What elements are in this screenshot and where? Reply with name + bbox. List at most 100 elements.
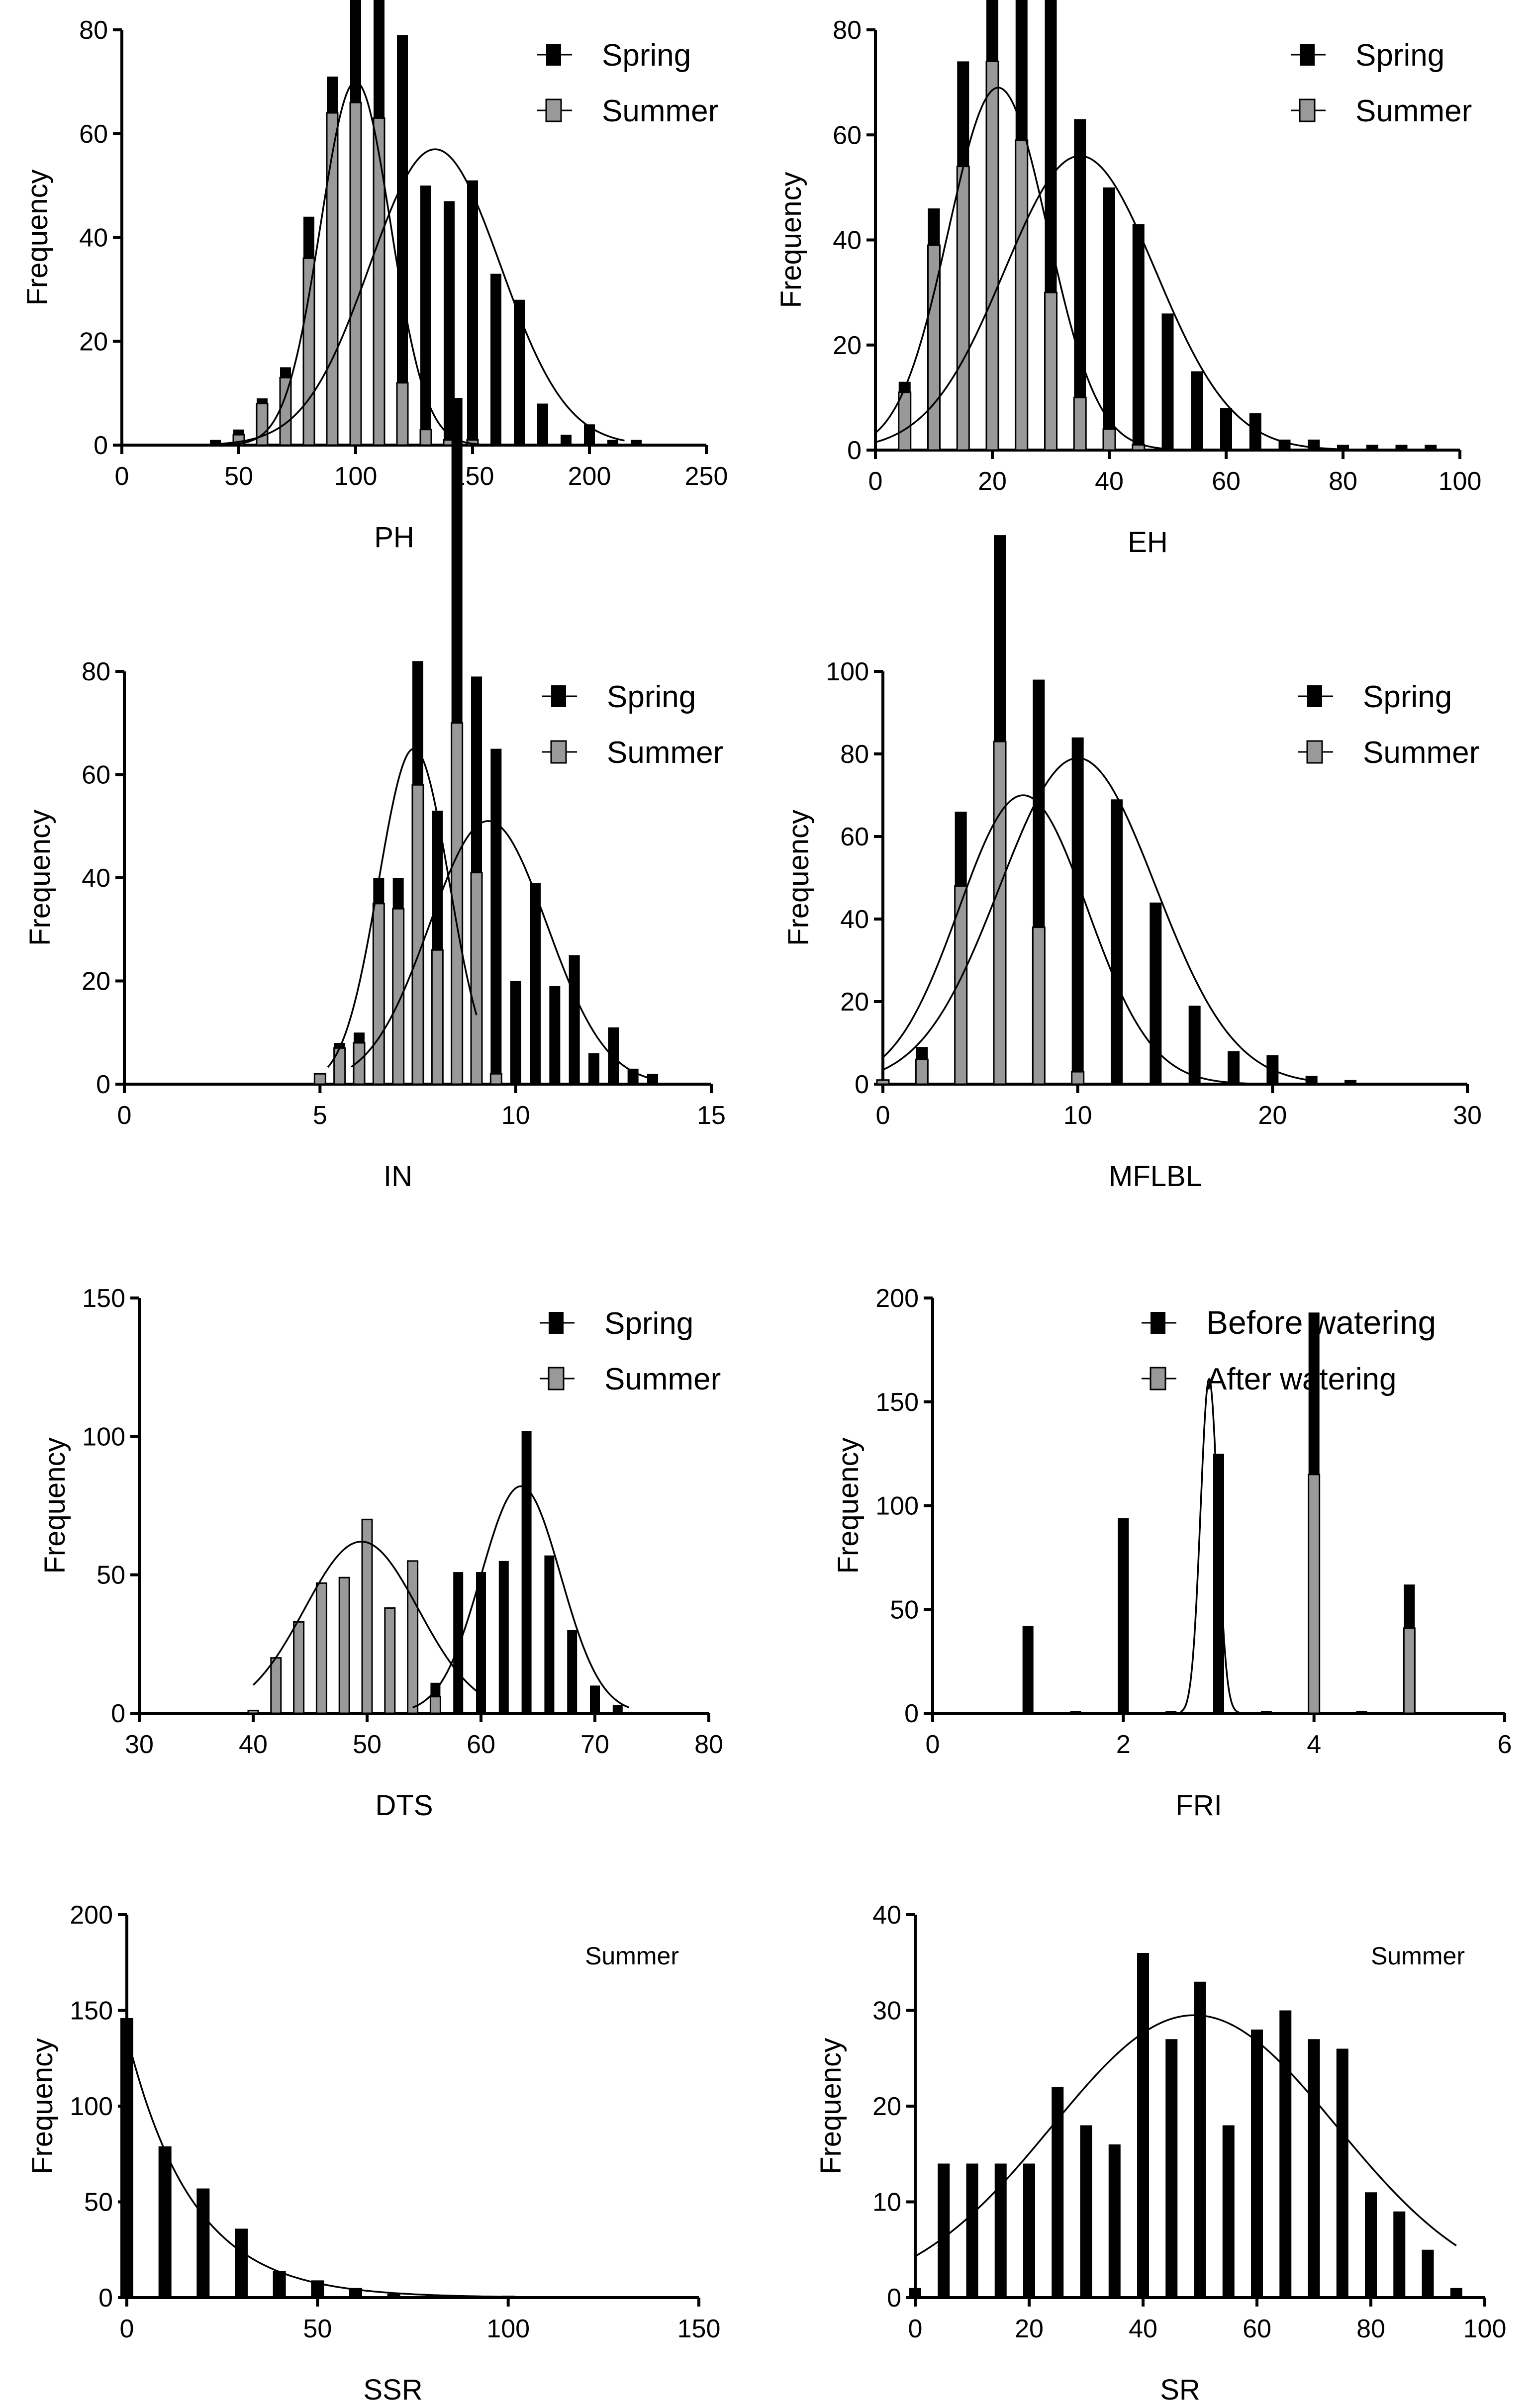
- panel-eh: 0 20 40 60 80 0 20 40 60 80 100 EH Frequency Spring Su…: [775, 0, 1481, 558]
- y-axis-label: Frequency: [832, 1437, 865, 1574]
- bar-spring: [327, 76, 338, 113]
- bar-spring: [549, 986, 561, 1084]
- bar-summer: [338, 1576, 350, 1714]
- bar-summer: [120, 2018, 133, 2298]
- bar-spring: [521, 1431, 532, 1713]
- legend-swatch: [1151, 1312, 1165, 1334]
- legend-label: Summer: [602, 94, 718, 128]
- bar-spring: [498, 1561, 509, 1713]
- bar-spring: [510, 981, 521, 1084]
- bar-summer: [1165, 2039, 1178, 2298]
- bar-spring: [1015, 0, 1028, 140]
- legend-swatch: [551, 685, 566, 707]
- bar-summer: [1308, 2039, 1320, 2298]
- y-tick-label: 40: [79, 224, 108, 253]
- x-tick-label: 80: [694, 1730, 723, 1759]
- bar-after-watering: [1403, 1627, 1416, 1714]
- panel-fri: 0 50 100 150 200 0 2 4 6 FRI Frequency Before water…: [832, 1284, 1512, 1822]
- bar-spring: [350, 0, 361, 103]
- x-axis-label: FRI: [1175, 1789, 1222, 1822]
- bar-summer: [1222, 2125, 1235, 2298]
- bar-spring: [1045, 0, 1057, 293]
- y-tick-label: 20: [872, 2092, 901, 2121]
- bar-summer: [429, 1696, 441, 1714]
- legend-label: Summer: [1371, 1942, 1465, 1970]
- x-tick-label: 0: [876, 1101, 890, 1130]
- legend-swatch: [1299, 98, 1316, 122]
- x-tick-label: 60: [1243, 2315, 1271, 2343]
- bar-spring: [374, 0, 384, 118]
- bar-spring: [1071, 737, 1084, 1072]
- y-tick-label: 50: [96, 1561, 125, 1590]
- y-axis-label: Frequency: [24, 810, 56, 946]
- bar-summer: [361, 1518, 373, 1714]
- bar-summer: [1052, 2087, 1064, 2298]
- bar-summer: [411, 784, 424, 1085]
- x-tick-label: 60: [467, 1730, 495, 1759]
- fit-curve-summer: [252, 1541, 481, 1695]
- bar-summer: [396, 382, 409, 446]
- bar-spring: [1366, 445, 1378, 450]
- y-tick-label: 20: [840, 988, 869, 1017]
- bar-spring: [569, 955, 580, 1084]
- x-tick-label: 100: [486, 2315, 530, 2343]
- bar-spring: [588, 1053, 599, 1084]
- bar-before-watering: [1070, 1711, 1081, 1713]
- bar-summer: [158, 2146, 172, 2298]
- x-tick-label: 6: [1498, 1730, 1512, 1759]
- legend-label: Spring: [604, 1306, 693, 1341]
- bar-summer: [470, 872, 483, 1085]
- bar-spring: [986, 0, 998, 62]
- fit-curve-after-watering: [1180, 1378, 1243, 1714]
- y-tick-label: 0: [111, 1699, 125, 1728]
- legend-label: Summer: [1363, 736, 1479, 770]
- bar-summer: [1015, 139, 1029, 451]
- bar-summer: [1393, 2211, 1406, 2298]
- y-tick-label: 20: [833, 331, 862, 360]
- y-tick-label: 100: [70, 2092, 113, 2121]
- bar-spring: [233, 429, 244, 435]
- fit-curve-spring: [412, 1485, 630, 1709]
- y-tick-label: 10: [872, 2188, 901, 2217]
- panel-sr: 0 10 20 30 40 0 20 40 60 80 100 SR Frequency Summer: [815, 1901, 1506, 2406]
- y-tick-label: 0: [887, 2284, 901, 2313]
- bar-summer: [938, 2163, 950, 2298]
- panel-mflbl: 0 20 40 60 80 100 0 10 20 30 MFLBL Frequency Spring S…: [782, 535, 1482, 1193]
- bar-spring: [453, 1572, 464, 1713]
- bar-spring: [1150, 902, 1162, 1084]
- legend-label: Summer: [585, 1942, 679, 1970]
- bar-summer: [431, 949, 444, 1085]
- bar-summer: [1422, 2249, 1434, 2298]
- bar-summer: [313, 1073, 326, 1085]
- x-tick-label: 50: [303, 2315, 332, 2343]
- bar-spring: [467, 180, 478, 440]
- y-tick-label: 0: [855, 1070, 869, 1099]
- y-tick-label: 0: [98, 2284, 113, 2313]
- y-tick-label: 80: [833, 16, 862, 45]
- bar-before-watering: [1404, 1584, 1415, 1628]
- bar-summer: [315, 1582, 327, 1714]
- bar-summer: [302, 257, 315, 446]
- x-tick-label: 40: [239, 1730, 268, 1759]
- x-tick-label: 2: [1116, 1730, 1131, 1759]
- y-axis-label: Frequency: [815, 2038, 847, 2174]
- bar-summer: [1251, 2030, 1263, 2298]
- y-tick-label: 0: [904, 1699, 919, 1728]
- x-tick-label: 200: [568, 462, 611, 491]
- legend-swatch: [550, 740, 567, 764]
- y-tick-label: 50: [890, 1595, 919, 1624]
- bar-summer: [326, 112, 339, 446]
- bar-spring: [420, 185, 431, 430]
- x-tick-label: 0: [908, 2315, 923, 2343]
- y-tick-label: 0: [96, 1070, 110, 1099]
- bar-summer: [1279, 2010, 1292, 2298]
- bar-spring: [1188, 1006, 1201, 1084]
- y-tick-label: 100: [826, 657, 869, 686]
- bar-summer: [985, 60, 999, 451]
- legend-label: Before watering: [1206, 1304, 1436, 1341]
- x-axis-label: IN: [384, 1160, 412, 1193]
- x-tick-label: 0: [115, 462, 129, 491]
- x-tick-label: 250: [685, 462, 728, 491]
- y-tick-label: 60: [79, 120, 108, 149]
